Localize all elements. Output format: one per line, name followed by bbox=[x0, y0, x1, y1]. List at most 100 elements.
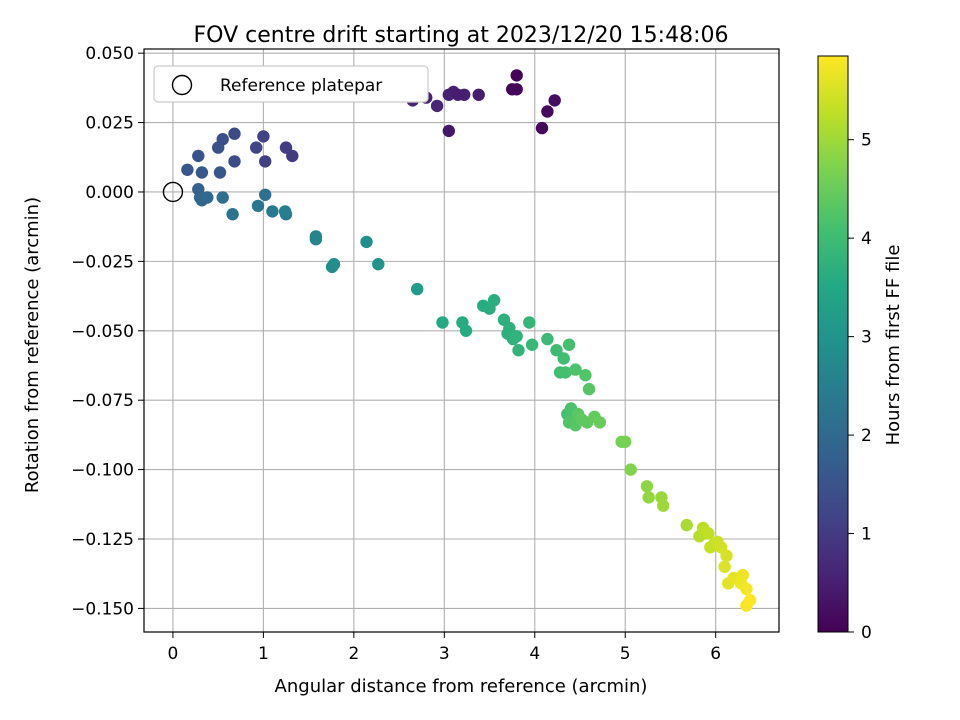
data-point bbox=[510, 330, 523, 343]
data-point bbox=[680, 518, 693, 532]
x-axis-ticks: 0 1 2 3 4 5 6 bbox=[168, 632, 721, 664]
data-point bbox=[201, 191, 214, 204]
y-axis-ticks: 0.050 0.025 0.000 −0.025 −0.050 −0.075 −0.100 −… bbox=[71, 44, 144, 619]
data-point bbox=[411, 282, 424, 296]
data-point bbox=[702, 527, 715, 540]
data-point bbox=[487, 294, 501, 307]
y-tick-label: −0.100 bbox=[71, 461, 134, 481]
data-point bbox=[372, 258, 385, 271]
data-point bbox=[228, 127, 241, 140]
data-point bbox=[181, 163, 194, 176]
data-point bbox=[657, 499, 670, 512]
y-tick-label: −0.050 bbox=[71, 322, 134, 342]
x-axis-label: Angular distance from reference (arcmin) bbox=[275, 676, 648, 697]
data-point bbox=[640, 480, 654, 493]
data-point bbox=[228, 155, 241, 168]
data-point bbox=[510, 69, 523, 82]
data-point bbox=[226, 208, 239, 221]
data-point bbox=[525, 338, 539, 351]
data-point bbox=[259, 188, 272, 201]
data-point bbox=[278, 205, 292, 218]
data-point bbox=[541, 105, 554, 118]
legend-box bbox=[153, 65, 429, 103]
data-point bbox=[624, 463, 637, 476]
data-point bbox=[740, 582, 753, 596]
colorbar-tick-label: 3 bbox=[861, 328, 872, 348]
reference-point bbox=[162, 181, 184, 203]
y-axis-label: Rotation from reference (arcmin) bbox=[22, 197, 43, 493]
data-point bbox=[541, 332, 554, 346]
data-point bbox=[642, 491, 655, 504]
colorbar: 0 1 2 3 4 5 Hours from first FF file bbox=[817, 55, 904, 643]
y-tick-label: 0.025 bbox=[85, 114, 134, 134]
data-point bbox=[442, 124, 455, 138]
data-point bbox=[619, 435, 632, 448]
legend-marker-icon bbox=[171, 74, 193, 96]
legend: Reference platepar bbox=[153, 65, 429, 103]
data-point bbox=[559, 366, 572, 379]
data-point bbox=[360, 235, 373, 249]
colorbar-tick-label: 2 bbox=[861, 426, 872, 446]
data-point bbox=[718, 560, 731, 573]
data-point bbox=[430, 99, 444, 113]
colorbar-tick-label: 4 bbox=[861, 229, 872, 249]
colorbar-tick-label: 1 bbox=[861, 525, 872, 545]
data-point bbox=[212, 141, 225, 154]
data-point bbox=[510, 83, 523, 96]
y-tick-label: −0.125 bbox=[71, 530, 134, 550]
data-point bbox=[550, 344, 563, 357]
data-point bbox=[523, 316, 536, 329]
colorbar-tick-label: 0 bbox=[861, 623, 872, 643]
y-tick-label: −0.150 bbox=[71, 599, 134, 619]
data-point bbox=[251, 199, 265, 213]
data-point bbox=[279, 141, 293, 154]
x-tick-label: 6 bbox=[710, 644, 721, 664]
data-point bbox=[569, 363, 582, 376]
x-tick-label: 1 bbox=[258, 644, 269, 664]
data-point bbox=[195, 166, 209, 179]
reference-marker-icon bbox=[162, 181, 184, 203]
x-tick-label: 4 bbox=[529, 644, 540, 664]
colorbar-gradient bbox=[817, 55, 849, 633]
data-point bbox=[743, 593, 757, 607]
data-point bbox=[451, 88, 465, 102]
y-tick-label: 0.000 bbox=[85, 183, 134, 203]
data-point bbox=[548, 94, 561, 107]
x-tick-label: 5 bbox=[620, 644, 631, 664]
y-tick-label: −0.025 bbox=[71, 252, 134, 272]
data-point bbox=[213, 166, 227, 179]
chart-title: FOV centre drift starting at 2023/12/20 … bbox=[194, 23, 729, 48]
data-point bbox=[512, 344, 525, 357]
data-point bbox=[720, 549, 733, 562]
data-point bbox=[582, 382, 596, 396]
data-point bbox=[562, 338, 576, 351]
colorbar-tick-label: 5 bbox=[861, 131, 872, 151]
data-point bbox=[250, 141, 263, 154]
data-point bbox=[216, 191, 229, 204]
data-point bbox=[436, 316, 449, 329]
data-point bbox=[579, 369, 592, 382]
data-point bbox=[259, 155, 272, 168]
colorbar-label: Hours from first FF file bbox=[883, 245, 904, 446]
data-point bbox=[257, 130, 270, 143]
data-point bbox=[557, 352, 570, 365]
data-point bbox=[192, 149, 205, 163]
data-point bbox=[593, 416, 607, 429]
data-point bbox=[266, 205, 279, 218]
y-tick-label: 0.050 bbox=[85, 44, 134, 64]
data-point bbox=[325, 260, 339, 274]
data-points bbox=[181, 69, 757, 612]
data-point bbox=[309, 233, 323, 246]
plot-frame bbox=[143, 48, 780, 633]
data-point bbox=[736, 568, 749, 582]
data-point bbox=[535, 121, 549, 135]
x-tick-label: 2 bbox=[348, 644, 359, 664]
data-point bbox=[472, 88, 485, 102]
x-tick-label: 3 bbox=[439, 644, 450, 664]
data-point bbox=[459, 324, 473, 337]
x-tick-label: 0 bbox=[168, 644, 179, 664]
legend-label: Reference platepar bbox=[220, 76, 382, 96]
colorbar-ticks: 0 1 2 3 4 5 bbox=[848, 131, 872, 643]
y-tick-label: −0.075 bbox=[71, 391, 134, 411]
